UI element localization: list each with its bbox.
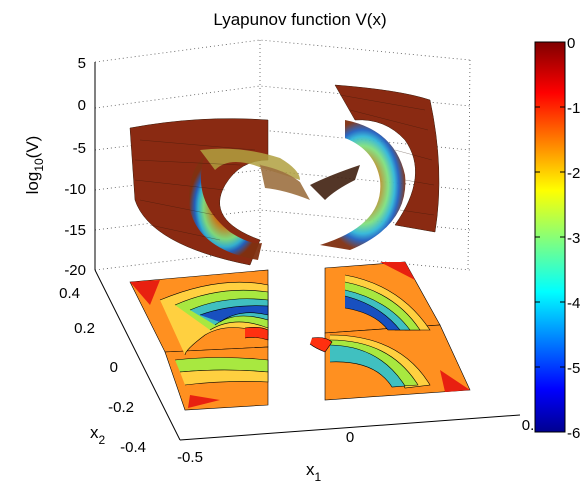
axis-lines [94,62,521,441]
z-tick: 0 [78,97,86,114]
y-tick: -0.4 [120,439,146,456]
colorbar-tick: -4 [567,295,580,312]
y-tick: 0 [110,359,118,376]
surface-center-saddle [260,165,310,200]
x-tick: 0. [522,417,535,434]
chart-title: Lyapunov function V(x) [213,10,386,29]
colorbar-tick: -2 [567,165,580,182]
colorbar-tick: -6 [567,425,580,442]
colorbar-tick: 0 [567,35,575,52]
z-tick: 5 [78,55,86,72]
y-tick: -0.2 [108,399,134,416]
colorbar-tick: -5 [567,360,580,377]
colorbar-tick: -1 [567,100,580,117]
x-axis-label: x1 [306,460,322,484]
z-tick: -5 [73,140,86,157]
z-tick: -15 [64,222,86,239]
z-axis-ticks: 5 0 -5 -10 -15 -20 [64,55,86,279]
y-axis-label: x2 [90,423,106,447]
contour-floor [129,261,471,411]
surface-right-ring [320,120,406,250]
z-axis-label: log10(V) [23,136,46,195]
colorbar: 0 -1 -2 -3 -4 -5 -6 [534,35,580,442]
x-tick: -0.5 [177,449,203,466]
y-axis-ticks: 0.4 0.2 0 -0.2 -0.4 [59,285,146,456]
surface-left-ring [189,155,262,260]
x-axis-ticks: -0.5 0 0. [177,417,534,466]
x-tick: 0 [346,429,354,446]
colorbar-tick: -3 [567,230,580,247]
y-tick: 0.2 [74,320,95,337]
surface-left-inner [200,148,300,180]
z-tick: -20 [64,262,86,279]
y-tick: 0.4 [59,285,80,302]
z-tick: -10 [64,181,86,198]
surface-right-wing [334,84,440,233]
surface-right-lower [310,165,360,200]
surface-plot [129,84,440,266]
